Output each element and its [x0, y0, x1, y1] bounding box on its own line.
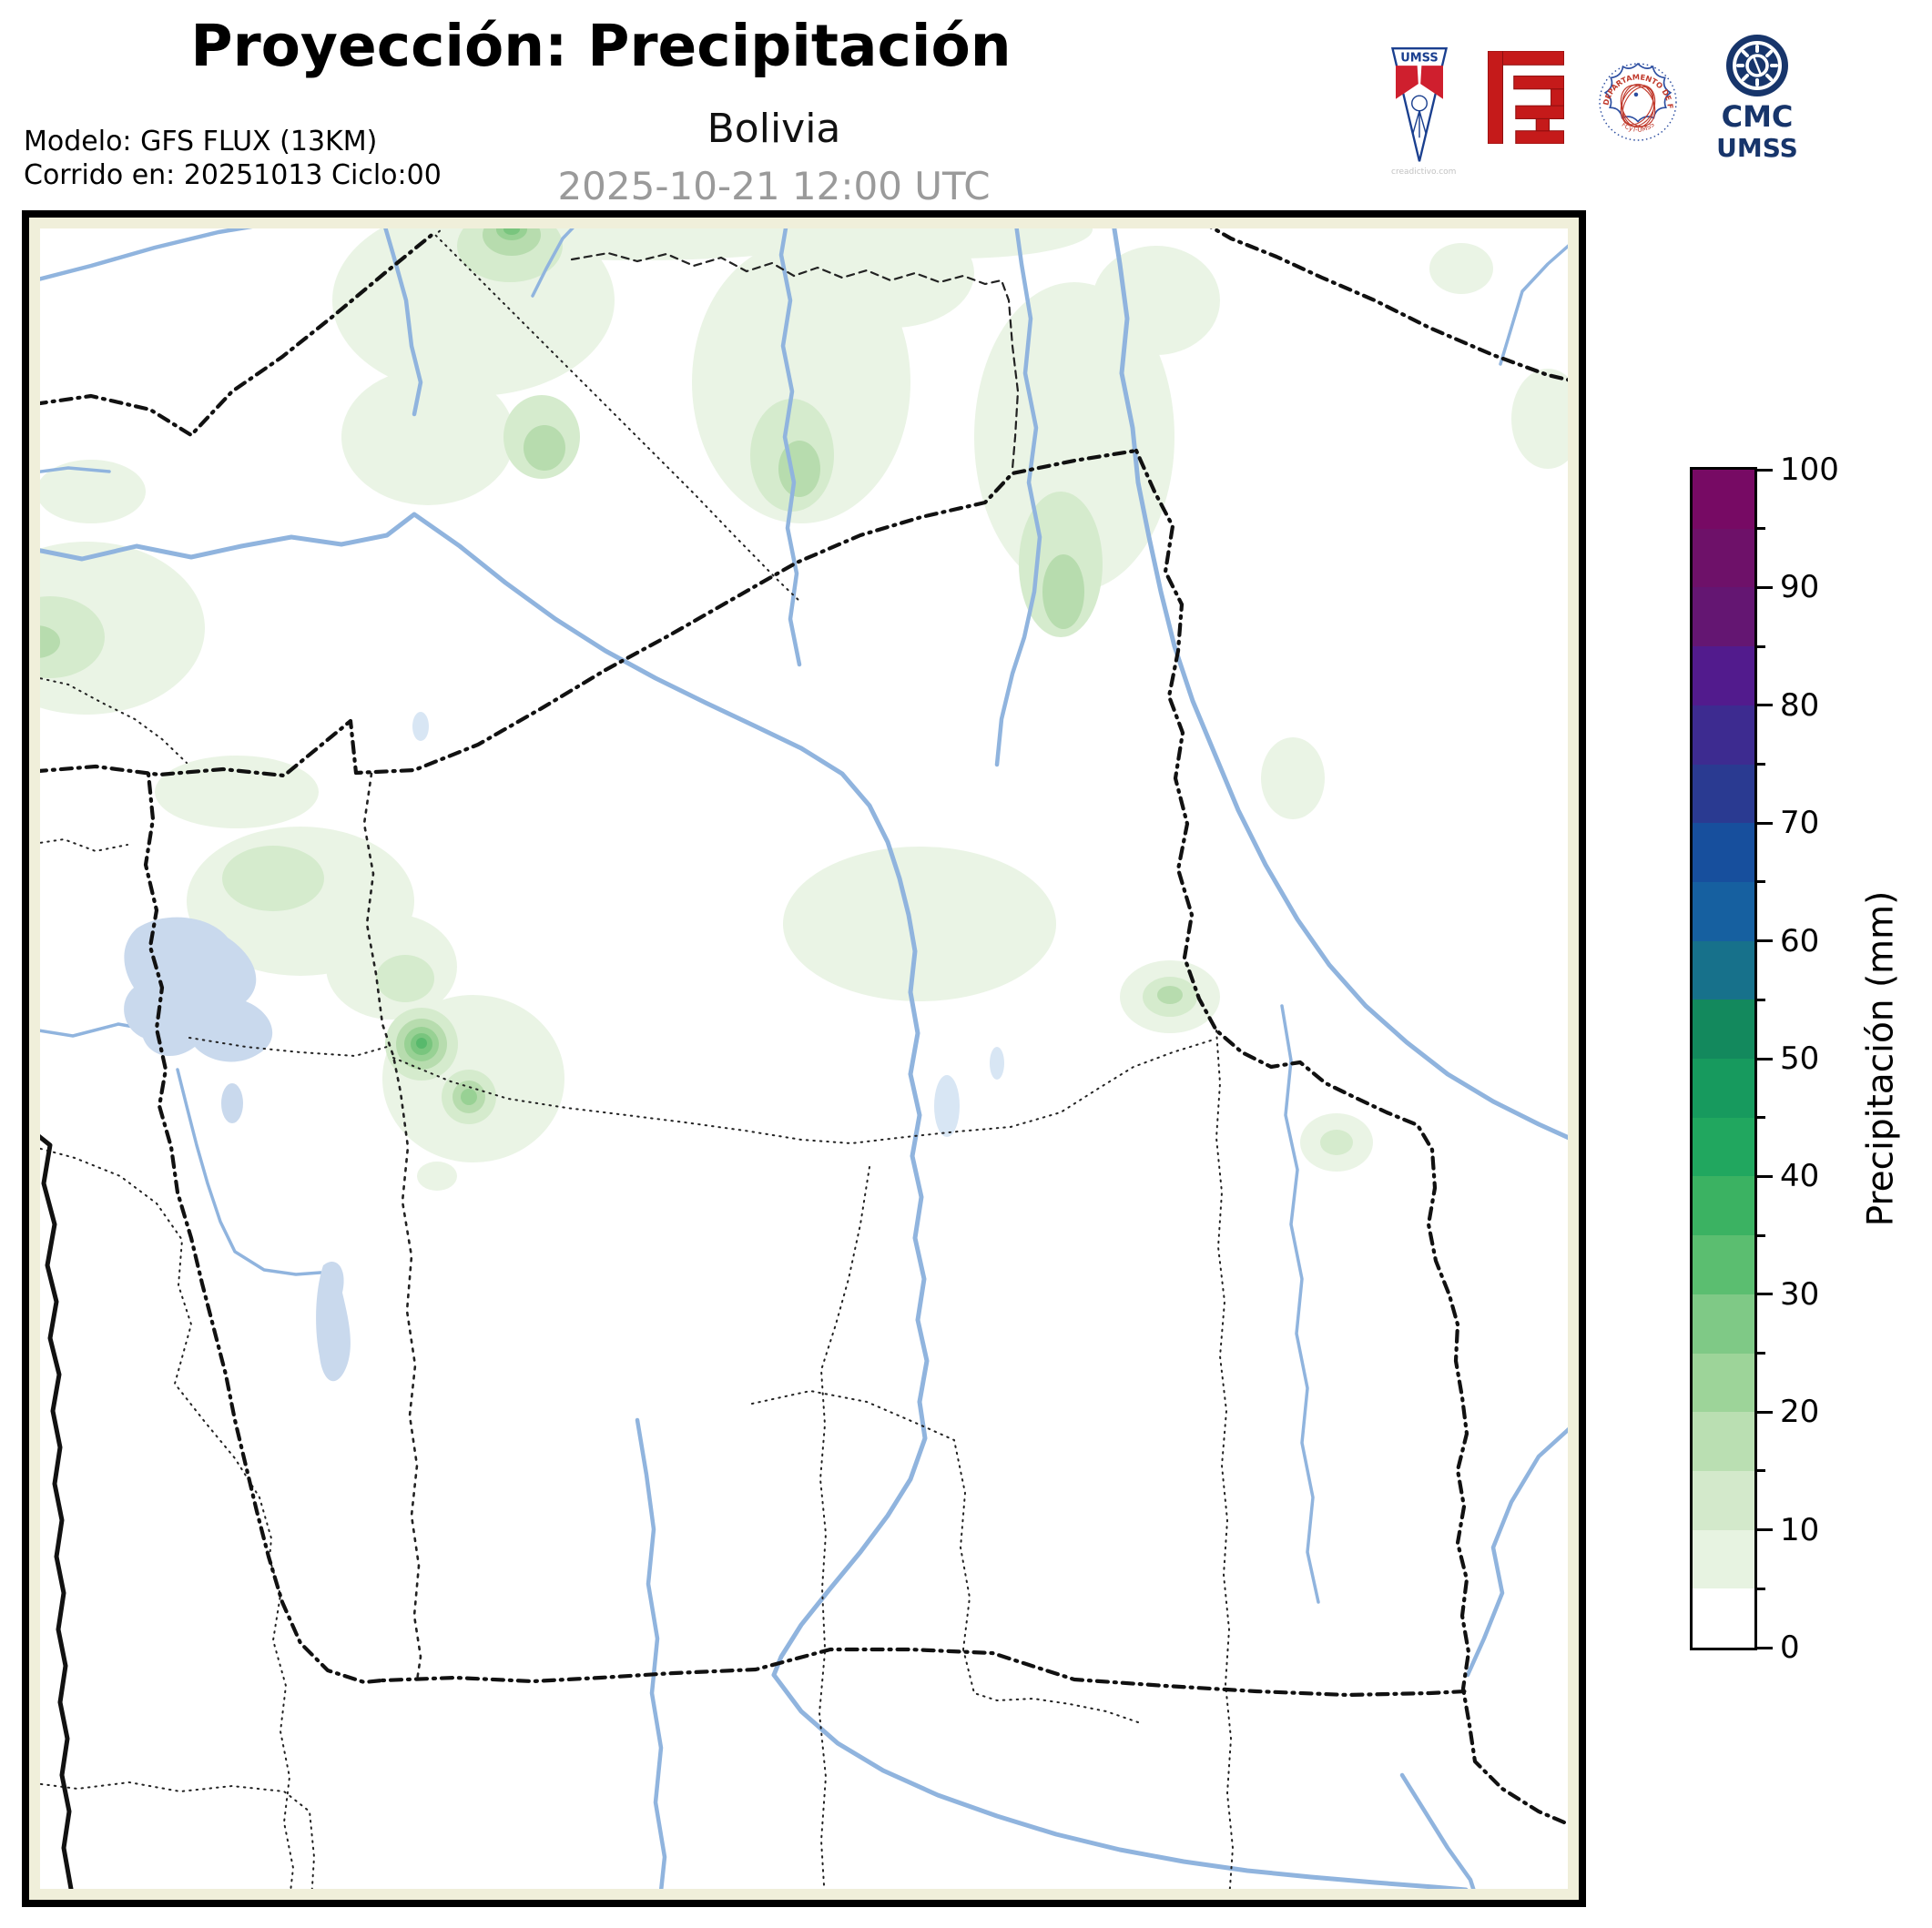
colorbar-minor-tick: [1757, 1116, 1765, 1119]
colorbar-minor-tick: [1757, 527, 1765, 530]
colorbar-tick-label: 100: [1780, 454, 1839, 485]
colorbar-major-tick: [1757, 1528, 1773, 1531]
colorbar-band-15-20: [1693, 1412, 1754, 1471]
colorbar-band-5-10: [1693, 1530, 1754, 1589]
colorbar-tick-label: 20: [1780, 1396, 1819, 1427]
colorbar-tick-label: 10: [1780, 1515, 1819, 1546]
colorbar-minor-tick: [1757, 880, 1765, 883]
colorbar-major-tick: [1757, 1647, 1773, 1649]
colorbar-minor-tick: [1757, 1588, 1765, 1590]
colorbar-band-35-40: [1693, 1176, 1754, 1235]
precipitation-map: [22, 210, 1586, 1907]
colorbar-tick-label: 40: [1780, 1161, 1819, 1192]
colorbar: [1690, 467, 1757, 1650]
colorbar-major-tick: [1757, 469, 1773, 472]
forecast-datetime: 2025-10-21 12:00 UTC: [492, 164, 1056, 208]
colorbar-band-70-75: [1693, 765, 1754, 824]
colorbar-band-40-45: [1693, 1118, 1754, 1177]
colorbar-major-tick: [1757, 586, 1773, 589]
colorbar-tick-label: 90: [1780, 572, 1819, 603]
pennant-watermark: creadictivo.com: [1391, 167, 1455, 177]
map-svg: [29, 218, 1579, 1900]
umss-pennant-text: UMSS: [1400, 51, 1439, 65]
colorbar-band-60-65: [1693, 882, 1754, 941]
colorbar-band-80-85: [1693, 646, 1754, 705]
colorbar-band-20-25: [1693, 1354, 1754, 1413]
model-run-line: Corrido en: 20251013 Ciclo:00: [24, 159, 442, 193]
page-title: Proyección: Precipitación: [0, 13, 1202, 79]
colorbar-band-50-55: [1693, 1000, 1754, 1059]
colorbar-minor-tick: [1757, 645, 1765, 648]
colorbar-band-75-80: [1693, 705, 1754, 765]
colorbar-band-10-15: [1693, 1471, 1754, 1530]
colorbar-major-tick: [1757, 1411, 1773, 1414]
colorbar-ticks: 0 10 20 30 40 50 60 70 80 90 100: [1757, 0, 1930, 1928]
colorbar-major-tick: [1757, 704, 1773, 706]
colorbar-band-30-35: [1693, 1235, 1754, 1294]
colorbar-tick-label: 0: [1780, 1632, 1800, 1663]
colorbar-minor-tick: [1757, 1352, 1765, 1355]
cmc-umss-text: UMSS: [1716, 133, 1798, 163]
logo-strip: UMSS creadictivo.com: [1375, 27, 1885, 173]
colorbar-tick-label: 50: [1780, 1043, 1819, 1074]
colorbar-bands: [1693, 470, 1754, 1648]
colorbar-band-0-5: [1693, 1588, 1754, 1648]
cmc-umss-logo: CMC UMSS: [1713, 33, 1823, 169]
colorbar-minor-tick: [1757, 1234, 1765, 1237]
colorbar-band-25-30: [1693, 1294, 1754, 1354]
model-name-line: Modelo: GFS FLUX (13KM): [24, 126, 442, 159]
colorbar-tick-label: 80: [1780, 690, 1819, 721]
colorbar-major-tick: [1757, 1058, 1773, 1060]
region-subtitle: Bolivia: [546, 106, 1002, 152]
colorbar-band-45-50: [1693, 1059, 1754, 1118]
colorbar-minor-tick: [1757, 763, 1765, 766]
colorbar-tick-label: 70: [1780, 807, 1819, 838]
colorbar-major-tick: [1757, 939, 1773, 942]
departamento-fisica-seal: DEPARTAMENTO DE FÍSICA FCyT-UMSS: [1599, 47, 1677, 153]
colorbar-axis-label: Precipitación (mm): [1861, 891, 1902, 1227]
colorbar-band-55-60: [1693, 941, 1754, 1000]
colorbar-band-90-95: [1693, 529, 1754, 588]
colorbar-tick-label: 60: [1780, 926, 1819, 957]
umss-pennant-logo: UMSS creadictivo.com: [1391, 47, 1455, 166]
colorbar-band-95-100: [1693, 470, 1754, 529]
fcyt-red-logo: [1488, 51, 1564, 144]
colorbar-minor-tick: [1757, 999, 1765, 1001]
colorbar-minor-tick: [1757, 1469, 1765, 1472]
colorbar-tick-label: 30: [1780, 1279, 1819, 1310]
cmc-text: CMC: [1722, 99, 1794, 134]
colorbar-band-85-90: [1693, 587, 1754, 646]
colorbar-major-tick: [1757, 1175, 1773, 1178]
colorbar-major-tick: [1757, 1293, 1773, 1295]
colorbar-major-tick: [1757, 822, 1773, 825]
model-info: Modelo: GFS FLUX (13KM) Corrido en: 2025…: [24, 126, 442, 192]
colorbar-band-65-70: [1693, 823, 1754, 882]
